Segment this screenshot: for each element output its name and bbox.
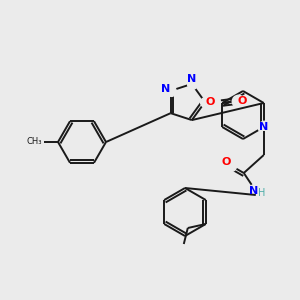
Text: N: N <box>249 186 258 196</box>
Text: O: O <box>221 157 230 167</box>
Text: H: H <box>258 188 266 198</box>
Text: O: O <box>205 97 215 107</box>
Text: CH₃: CH₃ <box>26 137 42 146</box>
Text: N: N <box>187 74 196 84</box>
Text: N: N <box>161 84 170 94</box>
Text: O: O <box>238 96 247 106</box>
Text: N: N <box>259 122 268 132</box>
